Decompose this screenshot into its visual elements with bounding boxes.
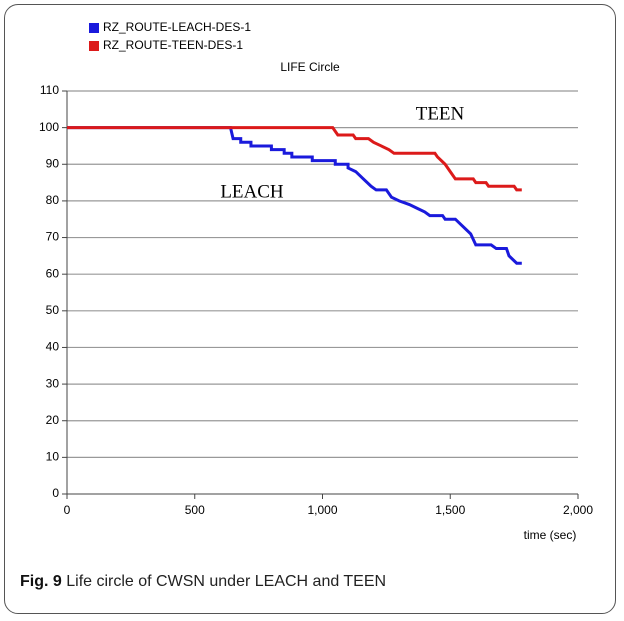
y-tick-label: 70 <box>46 230 60 244</box>
x-tick-label: 0 <box>64 503 71 517</box>
x-axis-label: time (sec) <box>524 528 577 542</box>
y-tick-label: 110 <box>40 83 59 97</box>
y-tick-label: 100 <box>39 120 59 134</box>
y-tick-label: 60 <box>46 266 60 280</box>
y-tick-label: 80 <box>46 193 60 207</box>
legend-swatch <box>89 23 99 33</box>
y-tick-label: 10 <box>46 450 60 464</box>
caption: Fig. 9 Life circle of CWSN under LEACH a… <box>20 573 386 591</box>
annotation: LEACH <box>220 181 284 202</box>
legend-label: RZ_ROUTE-TEEN-DES-1 <box>103 38 243 52</box>
chart: LIFE Circle time (sec) TEEN LEACH 0 10 20 3… <box>39 20 593 542</box>
caption-text: Life circle of CWSN under LEACH and TEEN <box>66 573 387 590</box>
y-tick-label: 0 <box>52 486 59 500</box>
caption-label: Fig. 9 <box>20 573 62 590</box>
y-tick-label: 50 <box>46 303 60 317</box>
x-tick-label: 2,000 <box>563 503 593 517</box>
chart-title: LIFE Circle <box>280 60 340 74</box>
legend-swatch <box>89 41 99 51</box>
y-tick-label: 20 <box>46 413 60 427</box>
annotation: TEEN <box>416 103 465 124</box>
series-line <box>67 126 522 265</box>
x-tick-label: 1,000 <box>307 503 337 517</box>
x-tick-label: 1,500 <box>435 503 465 517</box>
x-tick-label: 500 <box>185 503 205 517</box>
y-tick-label: 90 <box>46 156 60 170</box>
frame <box>4 4 616 614</box>
y-tick-label: 30 <box>46 376 60 390</box>
y-tick-label: 40 <box>46 340 60 354</box>
series-line <box>67 126 522 192</box>
legend-label: RZ_ROUTE-LEACH-DES-1 <box>103 20 251 34</box>
